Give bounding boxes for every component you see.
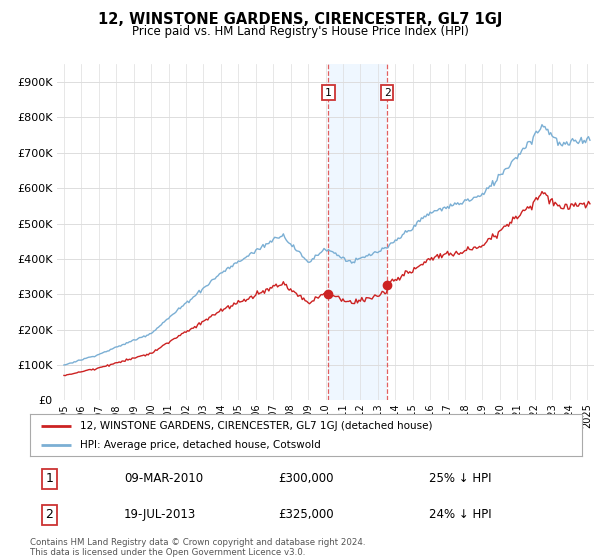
Text: 12, WINSTONE GARDENS, CIRENCESTER, GL7 1GJ: 12, WINSTONE GARDENS, CIRENCESTER, GL7 1… [98, 12, 502, 27]
Text: 12, WINSTONE GARDENS, CIRENCESTER, GL7 1GJ (detached house): 12, WINSTONE GARDENS, CIRENCESTER, GL7 1… [80, 421, 432, 431]
Text: Contains HM Land Registry data © Crown copyright and database right 2024.
This d: Contains HM Land Registry data © Crown c… [30, 538, 365, 557]
Text: 19-JUL-2013: 19-JUL-2013 [124, 508, 196, 521]
Text: 24% ↓ HPI: 24% ↓ HPI [429, 508, 492, 521]
Text: 2: 2 [384, 88, 391, 97]
Text: HPI: Average price, detached house, Cotswold: HPI: Average price, detached house, Cots… [80, 440, 320, 450]
Text: 1: 1 [325, 88, 332, 97]
Text: 2: 2 [46, 508, 53, 521]
Text: 09-MAR-2010: 09-MAR-2010 [124, 472, 203, 485]
Text: 1: 1 [46, 472, 53, 485]
Text: 25% ↓ HPI: 25% ↓ HPI [430, 472, 492, 485]
Bar [328, 64, 387, 400]
Text: Price paid vs. HM Land Registry's House Price Index (HPI): Price paid vs. HM Land Registry's House … [131, 25, 469, 38]
Text: £325,000: £325,000 [278, 508, 334, 521]
Text: £300,000: £300,000 [278, 472, 334, 485]
